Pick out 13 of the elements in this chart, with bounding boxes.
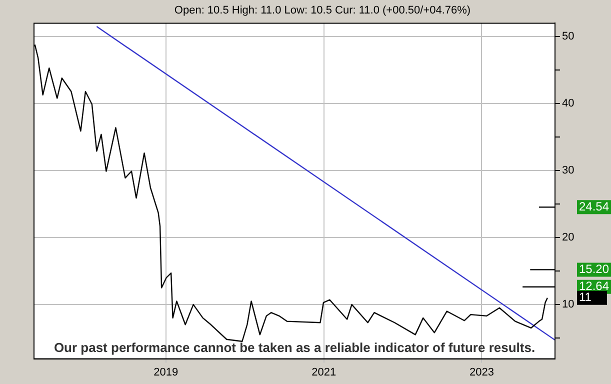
x-tick-label: 2023: [469, 366, 494, 378]
y-tick-label: 20: [562, 232, 574, 244]
y-tick-label: 50: [562, 30, 574, 43]
annotation: 15.20: [579, 262, 610, 276]
y-tick-label: 40: [562, 98, 574, 110]
y-tick-label: 10: [562, 298, 574, 311]
chart-subtitle: Open: 10.5 High: 11.0 Low: 10.5 Cur: 11.0 (+00.50/+04.76%): [174, 4, 471, 17]
x-tick-label: 2021: [312, 366, 336, 378]
annotation: Our past performance cannot be taken as a reliable indicator of future results.: [54, 340, 536, 355]
x-tick-label: 2019: [154, 366, 178, 378]
annotation: 24.54: [579, 199, 610, 214]
annotation: 12.64: [579, 279, 610, 294]
y-tick-label: 30: [562, 164, 574, 177]
